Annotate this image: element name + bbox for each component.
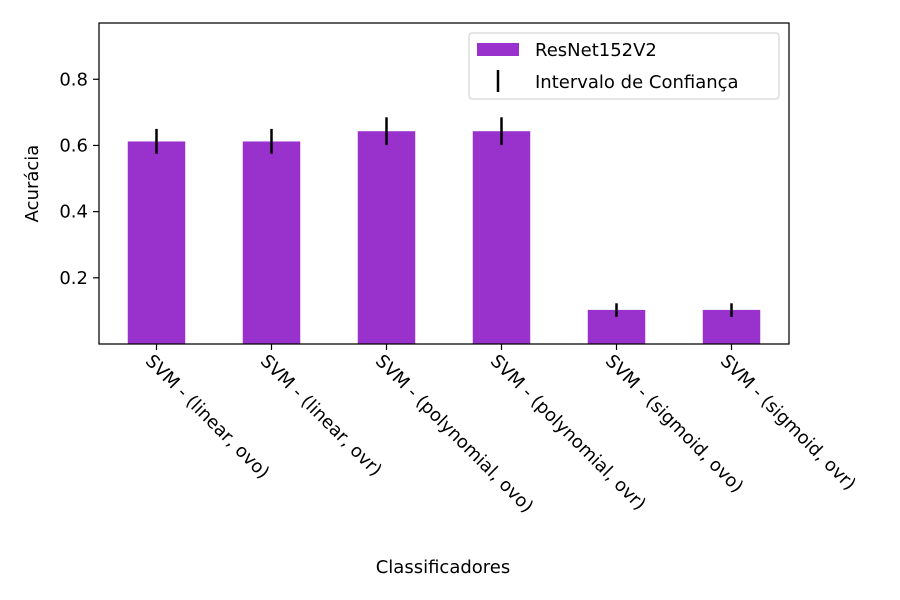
legend: ResNet152V2 Intervalo de Confiança <box>468 32 780 100</box>
bar-0 <box>127 141 186 344</box>
plot-frame <box>98 22 790 345</box>
y-tick-label-2: 0.6 <box>59 135 88 156</box>
x-axis-label: Classificadores <box>376 557 511 578</box>
y-axis-label: Acurácia <box>22 145 43 223</box>
error-bars-group <box>155 117 733 317</box>
bar-1 <box>242 141 301 344</box>
bar-3 <box>472 131 531 344</box>
bars-group <box>127 131 761 344</box>
y-tick-label-1: 0.4 <box>59 202 88 223</box>
y-axis: 0.2 0.4 0.6 0.8 <box>59 69 99 289</box>
legend-swatch-resnet152v2 <box>477 43 519 56</box>
legend-box <box>468 32 780 100</box>
y-tick-label-0: 0.2 <box>59 268 88 289</box>
legend-label-confidence-interval: Intervalo de Confiança <box>535 72 739 93</box>
y-tick-label-3: 0.8 <box>59 69 88 90</box>
bar-2 <box>357 131 416 344</box>
legend-label-resnet152v2: ResNet152V2 <box>535 40 657 61</box>
